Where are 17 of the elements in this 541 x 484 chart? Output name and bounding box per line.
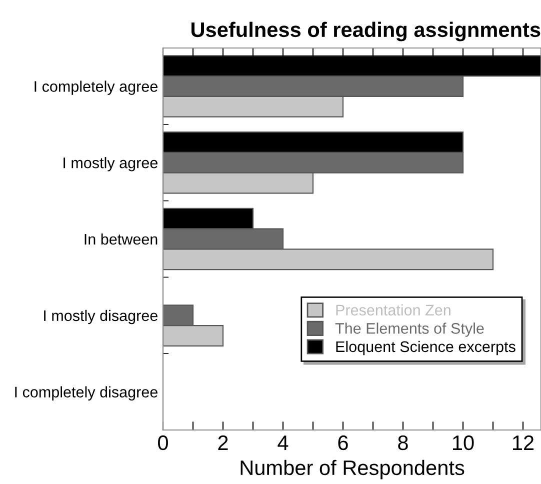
y-tick-label: I completely disagree	[15, 386, 158, 401]
legend-label: Eloquent Science excerpts	[336, 340, 516, 356]
x-axis-title: Number of Respondents	[240, 460, 464, 480]
legend-label: The Elements of Style	[335, 322, 484, 337]
y-tick-label: I mostly agree	[64, 157, 158, 172]
x-tick-label: 12	[513, 435, 534, 450]
y-tick-label: I completely agree	[34, 80, 158, 95]
x-tick-label: 0	[158, 435, 168, 450]
y-tick-label: In between	[84, 233, 158, 245]
x-tick-label: 10	[453, 435, 474, 450]
x-tick-label: 8	[398, 435, 408, 450]
chart-title: Usefulness of reading assignments	[191, 22, 540, 42]
y-tick-label: I mostly disagree	[44, 310, 158, 324]
x-tick-label: 6	[338, 435, 348, 450]
legend-label: Presentation Zen	[336, 304, 450, 316]
x-tick-label: 2	[218, 435, 228, 450]
x-tick-label: 4	[278, 436, 288, 450]
